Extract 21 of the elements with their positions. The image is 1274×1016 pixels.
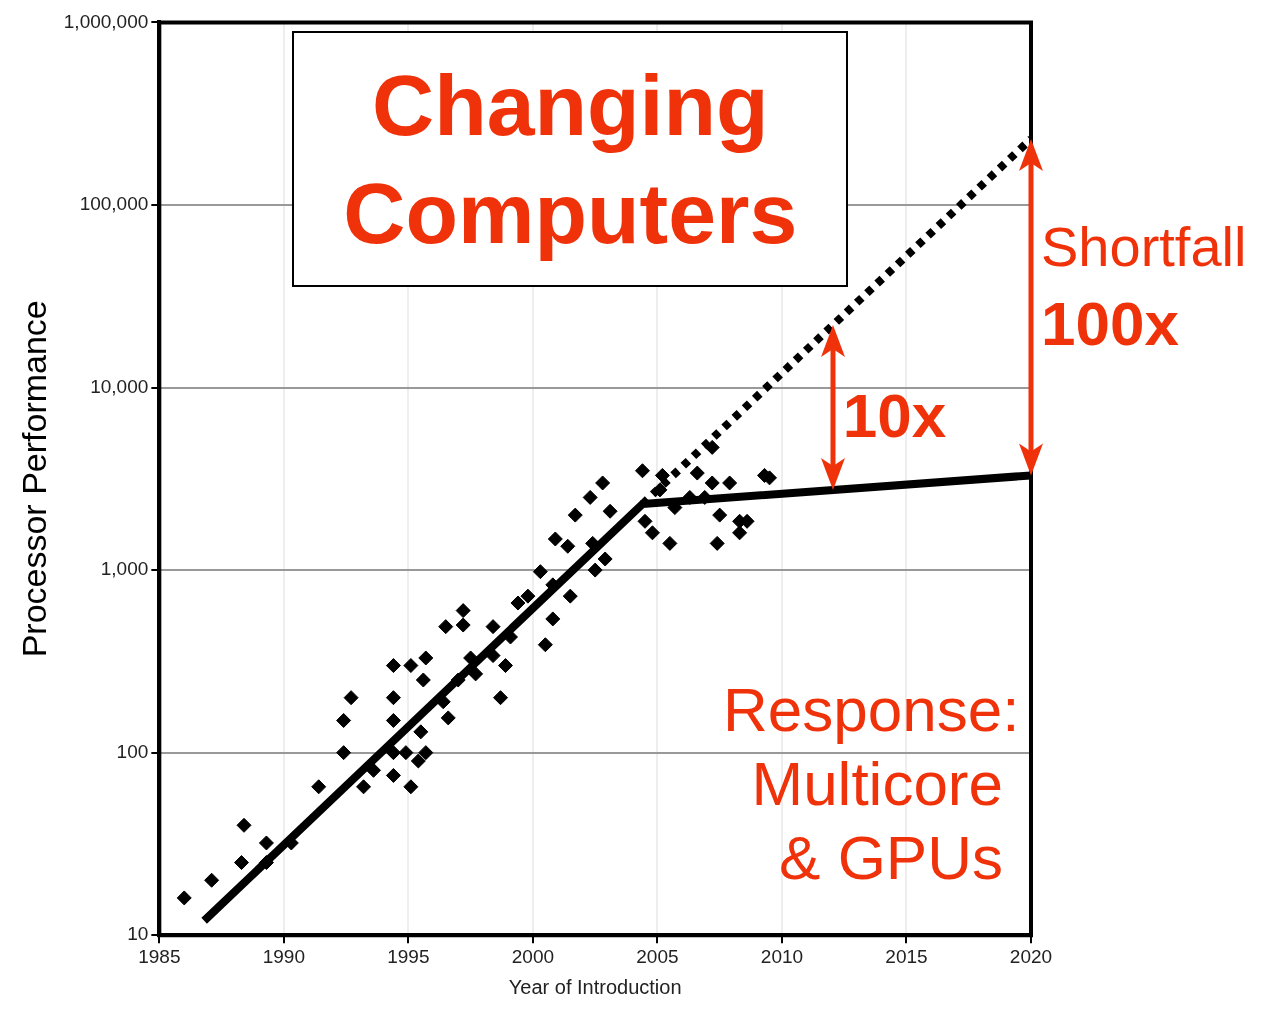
annotation: Response: Multicore & GPUs <box>723 674 1020 895</box>
y-tick-label: 10,000 <box>90 375 149 397</box>
x-axis-title: Year of Introduction <box>508 975 682 998</box>
y-tick-label: 1,000,000 <box>63 10 149 32</box>
y-tick-label: 100 <box>116 740 149 762</box>
y-tick-label: 1,000 <box>100 558 149 580</box>
x-tick-label: 2015 <box>885 945 928 967</box>
x-tick-label: 1995 <box>387 945 430 967</box>
y-axis-title: Processor Performance <box>14 300 53 658</box>
x-tick-label: 2020 <box>1009 945 1053 967</box>
text: Changing Computers <box>292 31 849 288</box>
x-tick-label: 2005 <box>636 945 679 967</box>
x-tick-label: 2010 <box>760 945 804 967</box>
text: Shortfall <box>1041 214 1247 278</box>
x-tick-label: 1990 <box>262 945 305 967</box>
text: 100x <box>1041 288 1179 358</box>
x-tick-label: 2000 <box>511 945 555 967</box>
x-tick-label: 1985 <box>138 945 181 967</box>
annotation: 10x <box>842 380 947 450</box>
y-tick-label: 100,000 <box>79 193 149 215</box>
y-tick-label: 10 <box>127 923 149 945</box>
